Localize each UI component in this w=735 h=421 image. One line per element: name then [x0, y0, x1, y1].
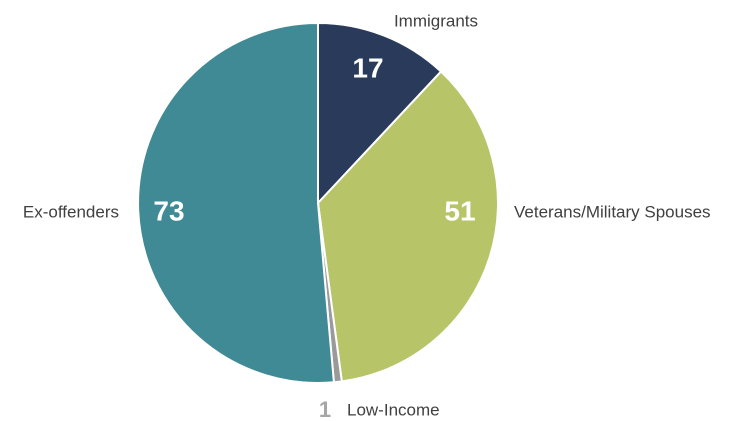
category-label-veterans-military-spouses: Veterans/Military Spouses [514, 202, 711, 221]
data-label-immigrants: 17 [352, 52, 383, 83]
pie-slices [137, 22, 499, 384]
data-label-low-income: 1 [319, 397, 331, 421]
pie-slice-veterans-military-spouses [317, 70, 499, 383]
pie-slice-ex-offenders [137, 22, 335, 384]
category-label-low-income: Low-Income [347, 400, 440, 419]
pie-labels: 17 Immigrants 51 Veterans/Military Spouses 1… [23, 11, 711, 421]
category-label-immigrants: Immigrants [394, 11, 478, 30]
data-label-ex-offenders: 73 [153, 195, 184, 226]
pie-slice-immigrants [317, 22, 442, 204]
data-label-veterans-military-spouses: 51 [444, 195, 475, 226]
category-label-ex-offenders: Ex-offenders [23, 202, 119, 221]
